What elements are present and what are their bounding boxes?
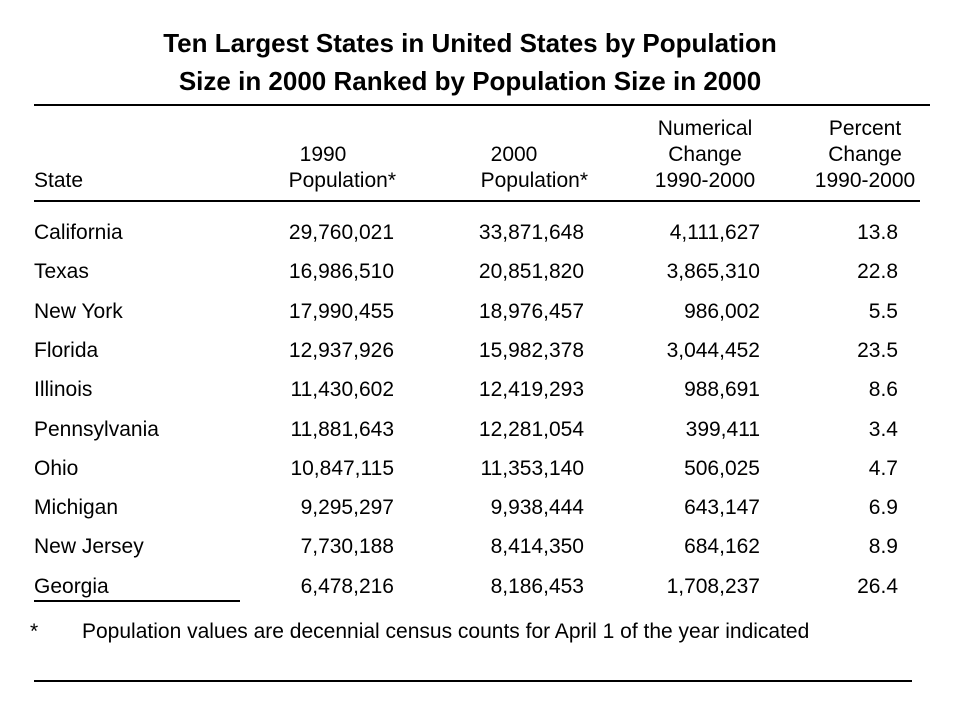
cell-percent-change: 26.4 [857, 575, 898, 598]
cell-numerical-change: 4,111,627 [669, 221, 760, 244]
cell-numerical-change: 3,865,310 [666, 260, 760, 283]
table-title-line-1: Ten Largest States in United States by P… [163, 28, 777, 58]
bottom-rule [34, 680, 912, 682]
cell-1990-population: 11,430,602 [290, 378, 394, 401]
cell-state: New York [34, 300, 123, 323]
cell-state: New Jersey [34, 535, 144, 558]
cell-numerical-change: 399,411 [685, 418, 760, 441]
cell-2000-population: 9,938,444 [490, 496, 584, 519]
header-percent-change: Percent Change 1990-2000 [792, 116, 938, 194]
header-2000-line-2: Population* [480, 169, 588, 192]
footnote-text: Population values are decennial census c… [82, 620, 810, 643]
cell-state: Georgia [34, 575, 109, 598]
cell-2000-population: 12,419,293 [478, 378, 584, 401]
header-percent-line-2: Change [828, 143, 902, 166]
cell-1990-population: 12,937,926 [288, 339, 394, 362]
header-rule [34, 200, 920, 202]
cell-numerical-change: 988,691 [684, 378, 760, 401]
cell-state: Ohio [34, 457, 79, 480]
cell-percent-change: 8.6 [868, 378, 898, 401]
cell-1990-population: 9,295,297 [300, 496, 394, 519]
cell-percent-change: 8.9 [868, 535, 898, 558]
header-1990-population: 1990 Population* [220, 142, 396, 194]
cell-numerical-change: 506,025 [684, 457, 760, 480]
cell-percent-change: 22.8 [857, 260, 898, 283]
cell-percent-change: 4.7 [868, 457, 898, 480]
header-numerical-line-1: Numerical [657, 117, 753, 140]
cell-1990-population: 17,990,455 [288, 300, 394, 323]
cell-2000-population: 11,353,140 [480, 457, 584, 480]
cell-state: Pennsylvania [34, 418, 159, 441]
cell-1990-population: 7,730,188 [300, 535, 394, 558]
cell-numerical-change: 3,044,452 [666, 339, 760, 362]
cell-percent-change: 6.9 [868, 496, 898, 519]
cell-1990-population: 29,760,021 [288, 221, 394, 244]
cell-percent-change: 3.4 [868, 418, 898, 441]
header-numerical-line-2: Change [668, 143, 742, 166]
cell-state: Florida [34, 339, 99, 362]
table-title: Ten Largest States in United States by P… [0, 24, 940, 100]
cell-1990-population: 6,478,216 [300, 575, 394, 598]
cell-2000-population: 12,281,054 [478, 418, 584, 441]
cell-state: Michigan [34, 496, 119, 519]
cell-percent-change: 23.5 [857, 339, 898, 362]
cell-2000-population: 20,851,820 [478, 260, 584, 283]
top-rule [34, 104, 930, 106]
footnote-rule [34, 600, 240, 602]
header-numerical-line-3: 1990-2000 [654, 169, 756, 192]
header-state-line-1: State [34, 169, 84, 192]
header-state: State [34, 168, 184, 194]
header-percent-line-3: 1990-2000 [814, 169, 916, 192]
cell-numerical-change: 1,708,237 [666, 575, 760, 598]
cell-state: California [34, 221, 123, 244]
cell-2000-population: 8,186,453 [490, 575, 584, 598]
cell-numerical-change: 643,147 [684, 496, 760, 519]
cell-percent-change: 5.5 [868, 300, 898, 323]
cell-1990-population: 16,986,510 [288, 260, 394, 283]
cell-1990-population: 10,847,115 [290, 457, 394, 480]
header-numerical-change: Numerical Change 1990-2000 [630, 116, 780, 194]
header-1990-line-2: Population* [288, 169, 396, 192]
cell-state: Texas [34, 260, 89, 283]
cell-percent-change: 13.8 [857, 221, 898, 244]
header-2000-population: 2000 Population* [410, 142, 588, 194]
header-2000-line-1: 2000 [490, 143, 538, 166]
table-title-line-2: Size in 2000 Ranked by Population Size i… [178, 66, 762, 96]
cell-state: Illinois [34, 378, 93, 401]
header-percent-line-1: Percent [828, 117, 902, 140]
header-1990-line-1: 1990 [299, 143, 347, 166]
cell-numerical-change: 986,002 [684, 300, 760, 323]
cell-2000-population: 8,414,350 [490, 535, 584, 558]
cell-numerical-change: 684,162 [684, 535, 760, 558]
cell-1990-population: 11,881,643 [290, 418, 394, 441]
cell-2000-population: 15,982,378 [478, 339, 584, 362]
cell-2000-population: 18,976,457 [478, 300, 584, 323]
footnote-mark: * [30, 620, 39, 643]
cell-2000-population: 33,871,648 [478, 221, 584, 244]
